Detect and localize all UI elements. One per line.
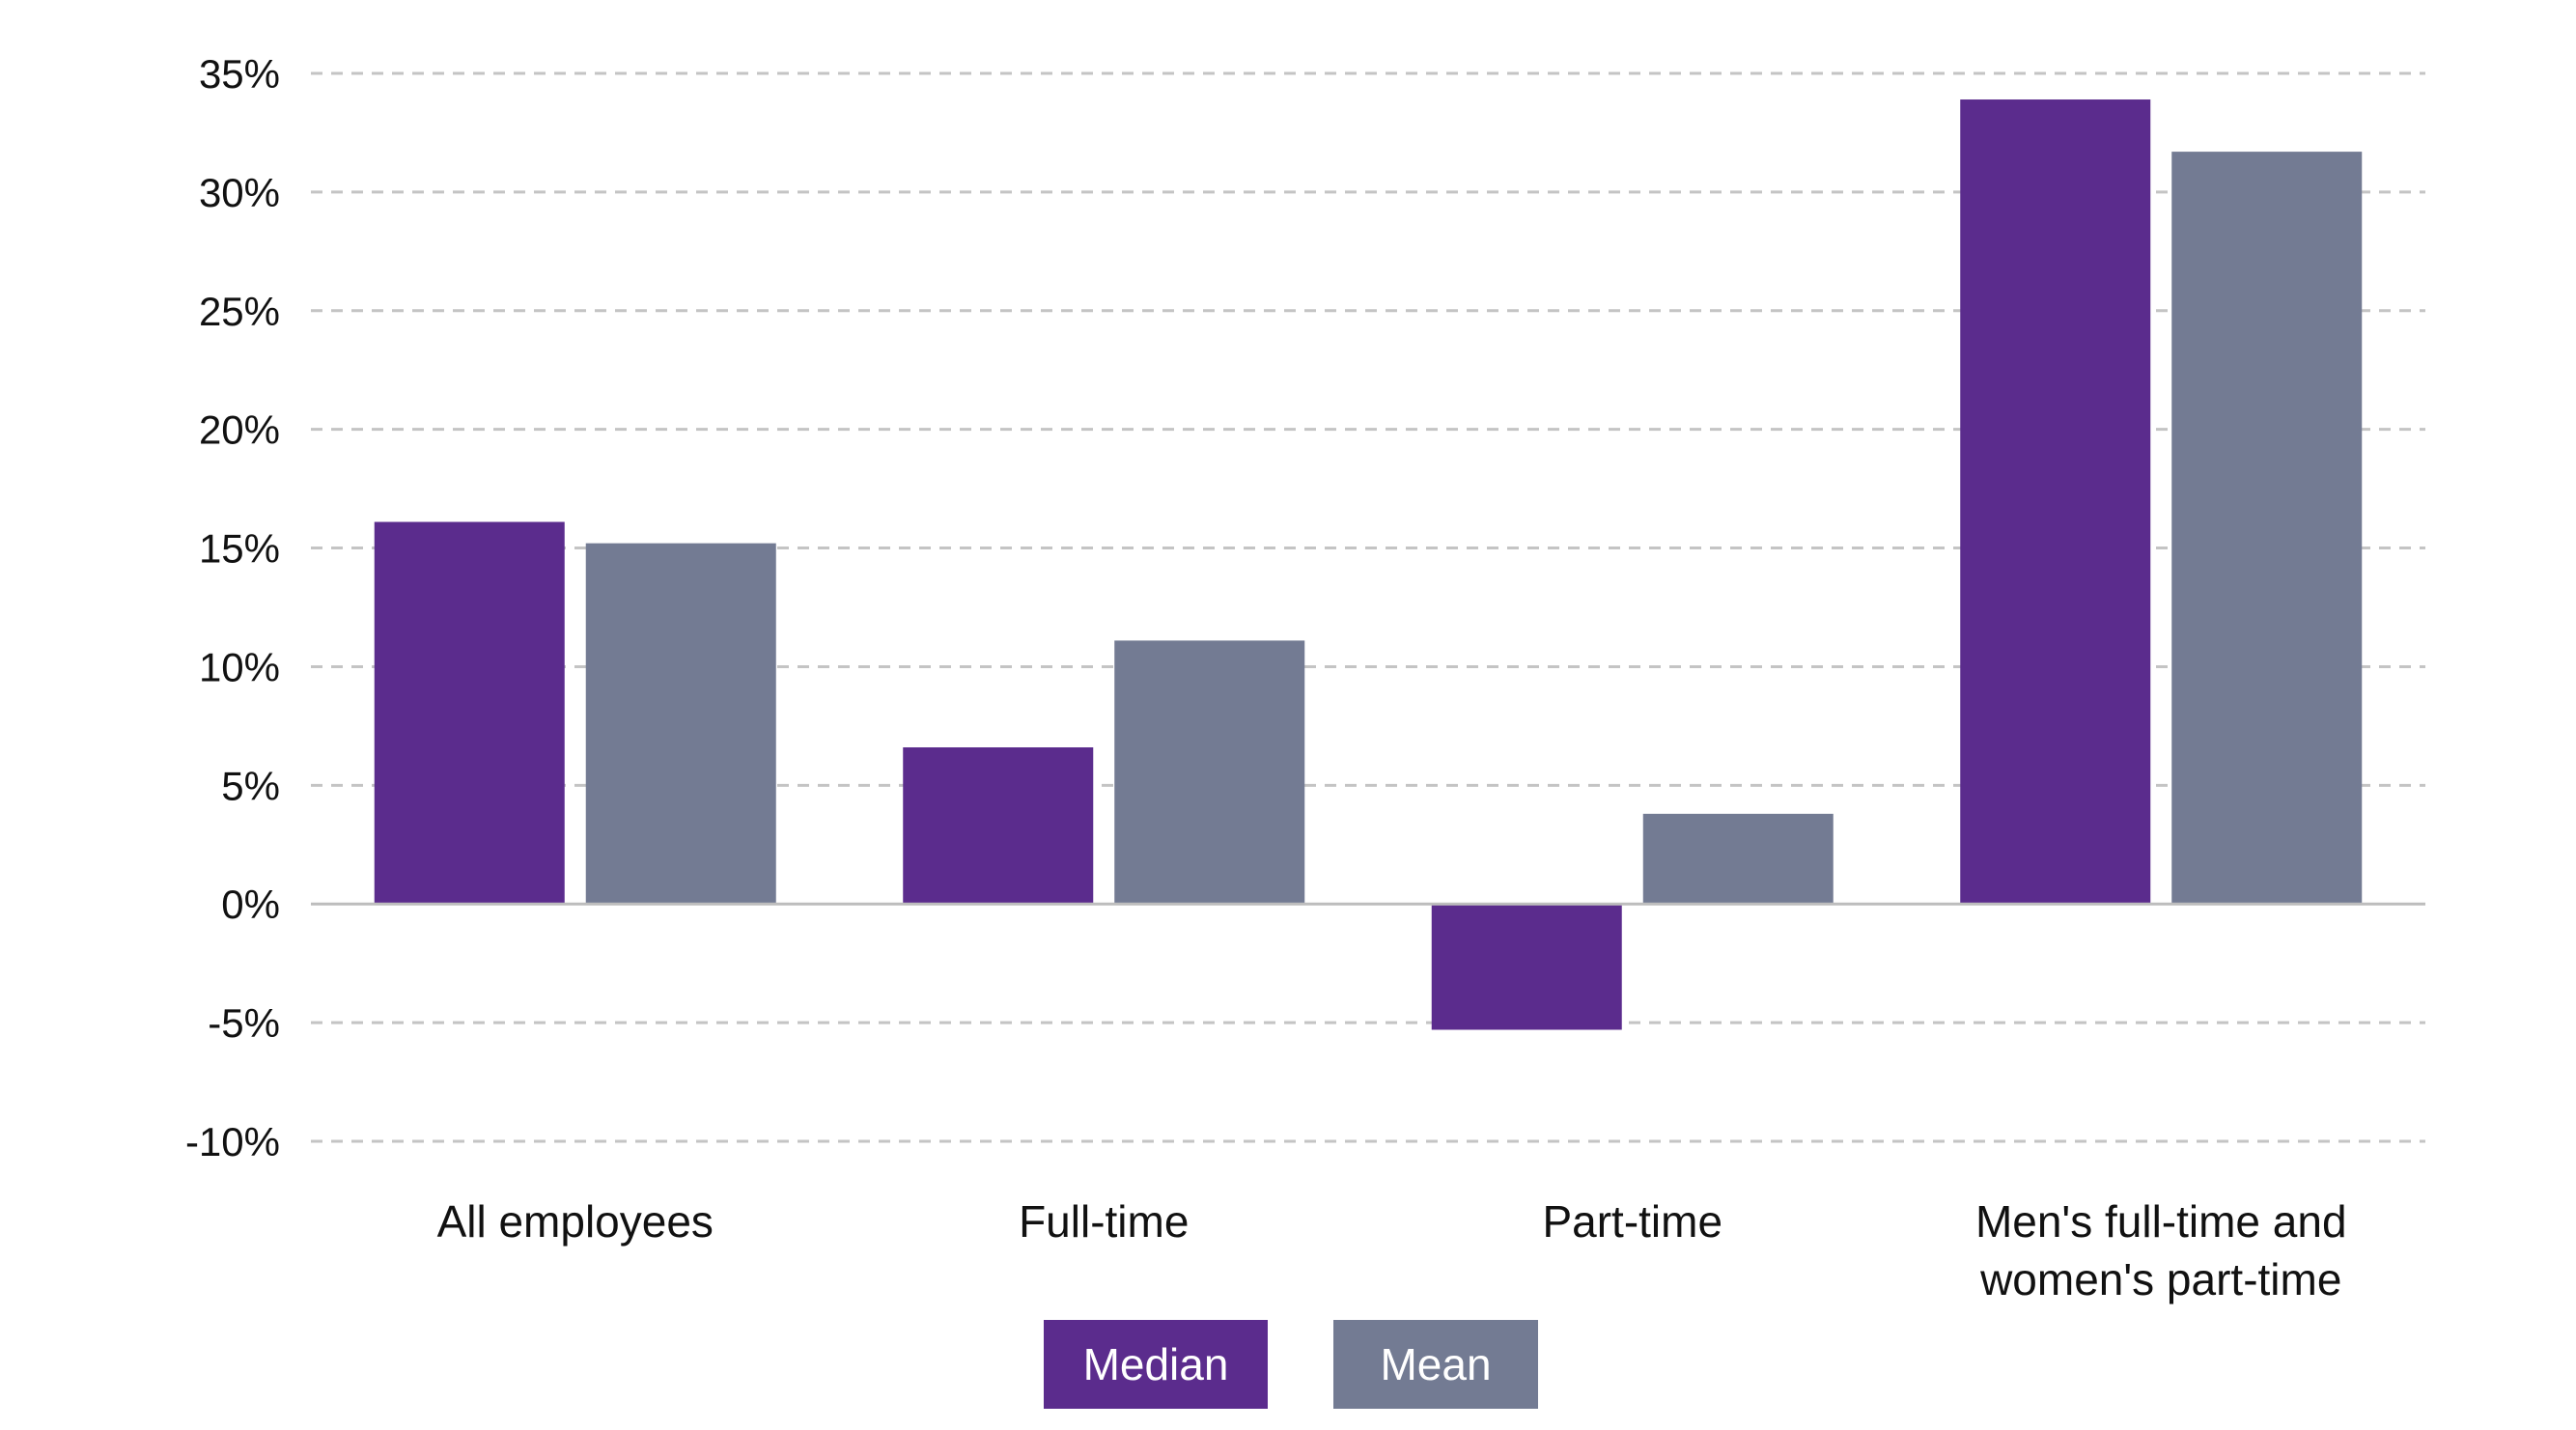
y-tick-label: 25% [199,289,280,334]
bar-median-3 [1431,904,1622,1030]
bar-mean-1 [585,543,776,905]
y-tick-label: 10% [199,644,280,689]
y-tick-label: 0% [221,882,280,927]
bar-median-2 [903,747,1094,905]
y-tick-label: 30% [199,170,280,215]
category-label: All employees [437,1196,714,1247]
bar-mean-2 [1114,640,1305,905]
category-label: Part-time [1542,1196,1722,1247]
y-tick-label: -10% [185,1119,280,1164]
y-tick-label: 15% [199,526,280,572]
y-tick-label: 35% [199,51,280,97]
category-label: women's part-time [1979,1254,2341,1304]
bar-mean-3 [1642,813,1834,905]
y-axis-ticks: 35% 30% 25% 20% 15% 10% 5% 0% -5% -10% [185,51,280,1164]
legend-label-median: Median [1083,1339,1229,1389]
category-label: Men's full-time and [1975,1196,2347,1247]
legend: Median Mean [1044,1320,1538,1409]
category-label: Full-time [1019,1196,1189,1247]
y-tick-label: -5% [208,1000,280,1046]
legend-swatch-mean [1333,1320,1538,1409]
bar-median-4 [1960,99,2151,905]
x-axis-categories: All employees Full-time Part-time Men's ful… [437,1196,2347,1304]
legend-label-mean: Mean [1380,1339,1491,1389]
bar-mean-4 [2171,152,2363,905]
bar-median-1 [374,521,565,905]
legend-swatch-median [1044,1320,1268,1409]
y-tick-label: 5% [221,763,280,808]
y-tick-label: 20% [199,407,280,453]
bars [374,99,2363,1030]
